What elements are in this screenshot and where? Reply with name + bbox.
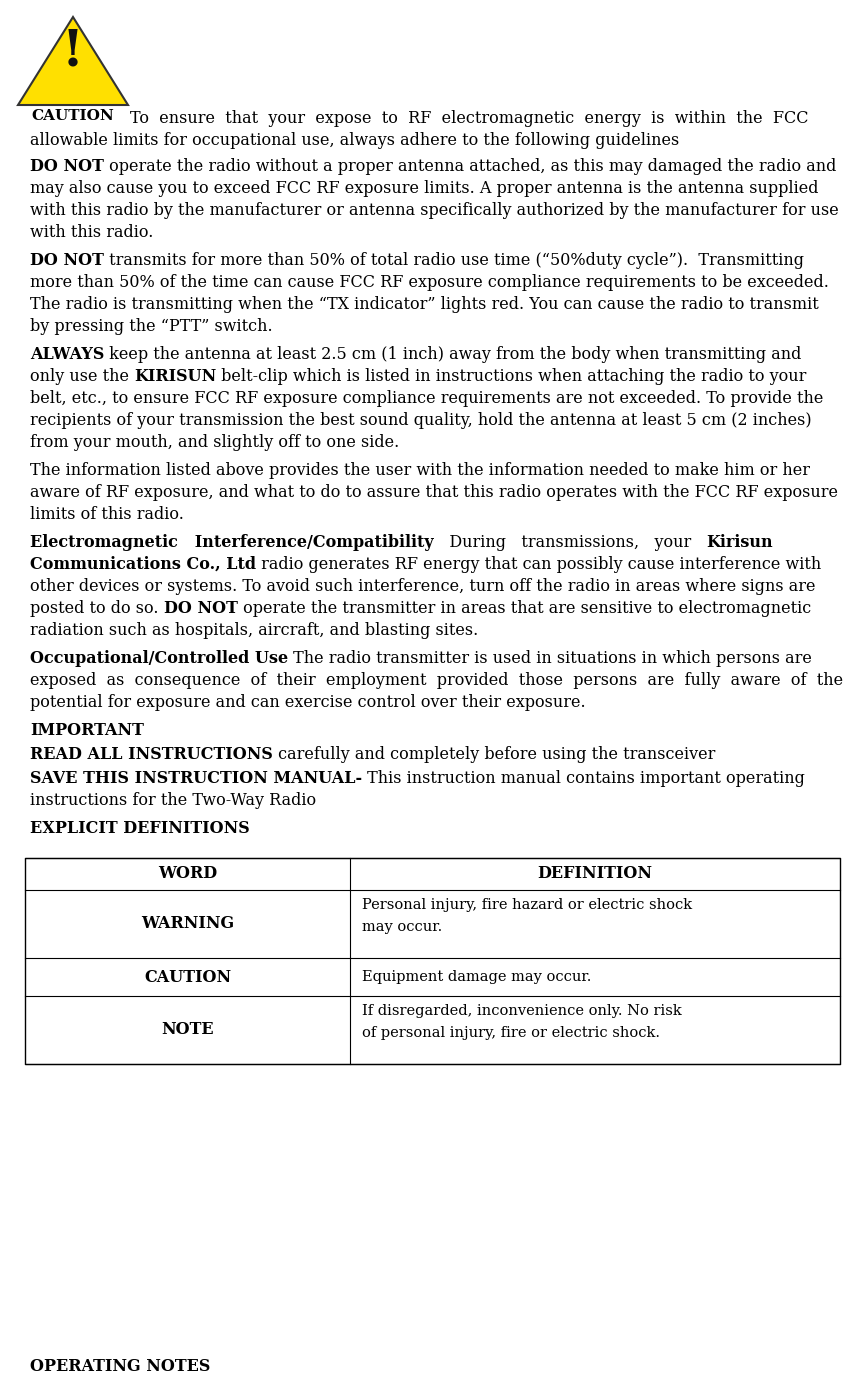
Text: Electromagnetic   Interference/Compatibility: Electromagnetic Interference/Compatibili… <box>30 534 433 551</box>
Text: Personal injury, fire hazard or electric shock: Personal injury, fire hazard or electric… <box>362 899 692 912</box>
Text: by pressing the “PTT” switch.: by pressing the “PTT” switch. <box>30 319 272 335</box>
Text: limits of this radio.: limits of this radio. <box>30 506 184 523</box>
Text: CAUTION: CAUTION <box>144 968 231 985</box>
Text: The radio transmitter is used in situations in which persons are: The radio transmitter is used in situati… <box>288 650 812 668</box>
Text: carefully and completely before using the transceiver: carefully and completely before using th… <box>272 746 715 764</box>
Text: operate the radio without a proper antenna attached, as this may damaged the rad: operate the radio without a proper anten… <box>104 159 836 175</box>
Text: During   transmissions,   your: During transmissions, your <box>433 534 706 551</box>
Text: operate the transmitter in areas that are sensitive to electromagnetic: operate the transmitter in areas that ar… <box>238 600 811 618</box>
Text: only use the: only use the <box>30 369 134 385</box>
Text: transmits for more than 50% of total radio use time (“50%duty cycle”).  Transmit: transmits for more than 50% of total rad… <box>104 252 804 268</box>
Text: CAUTION: CAUTION <box>32 108 114 122</box>
Text: DEFINITION: DEFINITION <box>537 865 652 882</box>
Text: of personal injury, fire or electric shock.: of personal injury, fire or electric sho… <box>362 1027 660 1040</box>
Text: DO NOT: DO NOT <box>163 600 238 618</box>
Text: The information listed above provides the user with the information needed to ma: The information listed above provides th… <box>30 462 810 479</box>
Text: EXPLICIT DEFINITIONS: EXPLICIT DEFINITIONS <box>30 821 250 837</box>
Text: exposed  as  consequence  of  their  employment  provided  those  persons  are  : exposed as consequence of their employme… <box>30 672 843 689</box>
Text: Equipment damage may occur.: Equipment damage may occur. <box>362 970 592 983</box>
Text: with this radio by the manufacturer or antenna specifically authorized by the ma: with this radio by the manufacturer or a… <box>30 202 839 218</box>
Text: WARNING: WARNING <box>141 915 234 932</box>
Text: keep the antenna at least 2.5 cm (1 inch) away from the body when transmitting a: keep the antenna at least 2.5 cm (1 inch… <box>105 346 802 363</box>
Text: aware of RF exposure, and what to do to assure that this radio operates with the: aware of RF exposure, and what to do to … <box>30 484 838 501</box>
Text: allowable limits for occupational use, always adhere to the following guidelines: allowable limits for occupational use, a… <box>30 132 679 149</box>
Text: other devices or systems. To avoid such interference, turn off the radio in area: other devices or systems. To avoid such … <box>30 579 816 595</box>
Text: To  ensure  that  your  expose  to  RF  electromagnetic  energy  is  within  the: To ensure that your expose to RF electro… <box>130 110 809 127</box>
Text: belt, etc., to ensure FCC RF exposure compliance requirements are not exceeded. : belt, etc., to ensure FCC RF exposure co… <box>30 389 823 408</box>
Text: posted to do so.: posted to do so. <box>30 600 163 618</box>
Text: potential for exposure and can exercise control over their exposure.: potential for exposure and can exercise … <box>30 694 586 711</box>
Text: WORD: WORD <box>158 865 217 882</box>
Text: may also cause you to exceed FCC RF exposure limits. A proper antenna is the ant: may also cause you to exceed FCC RF expo… <box>30 179 818 198</box>
Text: !: ! <box>62 28 84 77</box>
Text: radiation such as hospitals, aircraft, and blasting sites.: radiation such as hospitals, aircraft, a… <box>30 622 478 638</box>
Text: more than 50% of the time can cause FCC RF exposure compliance requirements to b: more than 50% of the time can cause FCC … <box>30 274 829 291</box>
Text: instructions for the Two-Way Radio: instructions for the Two-Way Radio <box>30 791 316 810</box>
Text: Kirisun: Kirisun <box>706 534 772 551</box>
Text: from your mouth, and slightly off to one side.: from your mouth, and slightly off to one… <box>30 434 400 451</box>
Text: SAVE THIS INSTRUCTION MANUAL-: SAVE THIS INSTRUCTION MANUAL- <box>30 771 362 787</box>
Text: READ ALL INSTRUCTIONS: READ ALL INSTRUCTIONS <box>30 746 272 764</box>
Text: DO NOT: DO NOT <box>30 159 104 175</box>
Text: This instruction manual contains important operating: This instruction manual contains importa… <box>362 771 805 787</box>
Text: may occur.: may occur. <box>362 919 442 933</box>
Text: Communications Co., Ltd: Communications Co., Ltd <box>30 556 256 573</box>
Text: KIRISUN: KIRISUN <box>134 369 216 385</box>
Text: Occupational/Controlled Use: Occupational/Controlled Use <box>30 650 288 668</box>
Text: radio generates RF energy that can possibly cause interference with: radio generates RF energy that can possi… <box>256 556 822 573</box>
Text: The radio is transmitting when the “TX indicator” lights red. You can cause the : The radio is transmitting when the “TX i… <box>30 296 819 313</box>
Text: If disregarded, inconvenience only. No risk: If disregarded, inconvenience only. No r… <box>362 1004 682 1018</box>
Text: IMPORTANT: IMPORTANT <box>30 722 144 739</box>
Text: with this radio.: with this radio. <box>30 224 153 241</box>
Text: DO NOT: DO NOT <box>30 252 104 268</box>
Text: OPERATING NOTES: OPERATING NOTES <box>30 1358 210 1374</box>
Polygon shape <box>18 17 128 104</box>
Bar <box>25 858 840 1064</box>
Text: ALWAYS: ALWAYS <box>30 346 105 363</box>
Text: NOTE: NOTE <box>161 1021 214 1039</box>
Text: belt-clip which is listed in instructions when attaching the radio to your: belt-clip which is listed in instruction… <box>216 369 807 385</box>
Text: recipients of your transmission the best sound quality, hold the antenna at leas: recipients of your transmission the best… <box>30 412 811 428</box>
